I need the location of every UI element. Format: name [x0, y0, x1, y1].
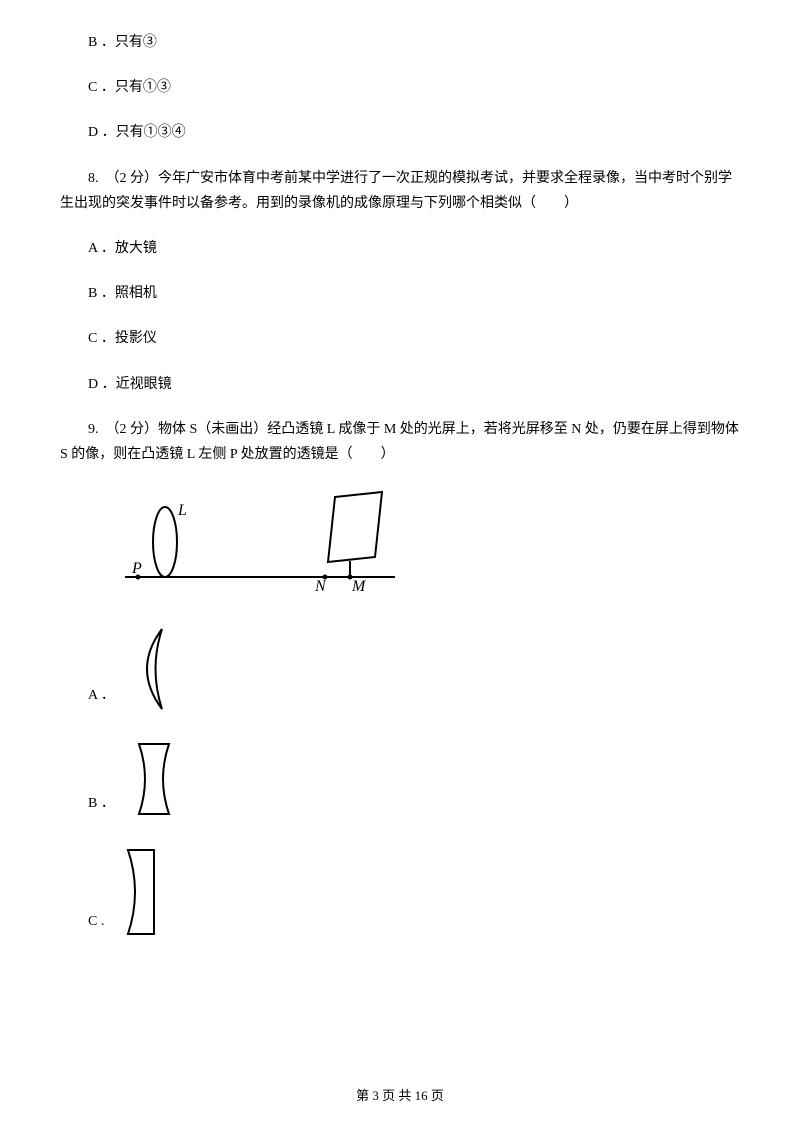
label-l: L	[177, 502, 187, 519]
q9-option-c-label: C .	[88, 909, 104, 934]
label-n: N	[314, 578, 327, 595]
lens-l	[153, 507, 177, 577]
page-footer: 第 3 页 共 16 页	[0, 1084, 800, 1107]
label-m: M	[351, 578, 367, 595]
screen	[328, 492, 382, 562]
lens-option-b-icon	[127, 734, 182, 824]
q9-option-b-row: B ．	[88, 734, 740, 824]
q8-option-d: D ．近视眼镜	[60, 372, 740, 397]
prev-option-b: B ．只有③	[60, 30, 740, 55]
q9-option-a-row: A ．	[88, 621, 740, 716]
q8-option-a: A ．放大镜	[60, 236, 740, 261]
q9-option-b-label: B ．	[88, 791, 115, 816]
q8-option-b: B ．照相机	[60, 281, 740, 306]
prev-option-c: C ．只有①③	[60, 75, 740, 100]
q8-stem: 8. （2 分）今年广安市体育中考前某中学进行了一次正规的模拟考试，并要求全程录…	[60, 166, 740, 216]
q9-option-a-label: A ．	[88, 683, 115, 708]
q9-main-diagram: L P N M	[120, 487, 740, 606]
lens-option-a-icon	[127, 621, 182, 716]
q8-option-c: C ．投影仪	[60, 326, 740, 351]
q9-stem: 9. （2 分）物体 S（未画出）经凸透镜 L 成像于 M 处的光屏上，若将光屏…	[60, 417, 740, 467]
label-p: P	[131, 560, 142, 577]
lens-option-c-icon	[116, 842, 166, 942]
q9-option-c-row: C .	[88, 842, 740, 942]
prev-option-d: D ．只有①③④	[60, 120, 740, 145]
